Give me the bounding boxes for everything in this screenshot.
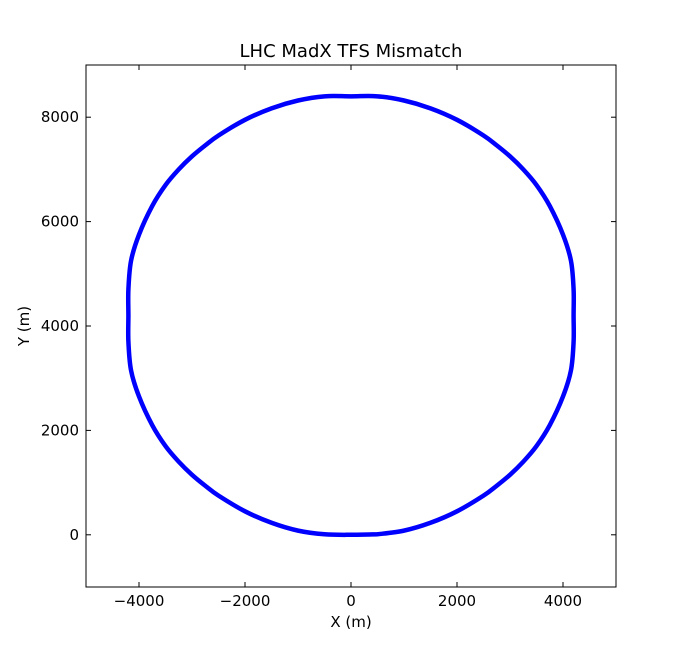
y-tick-label: 2000	[41, 421, 79, 439]
x-tick-label: 0	[346, 592, 356, 610]
series-layer	[125, 93, 577, 538]
y-tick-label: 8000	[41, 108, 79, 126]
y-tick-label: 6000	[41, 213, 79, 231]
y-tick-label: 0	[69, 526, 79, 544]
plot-frame	[85, 64, 617, 588]
plot-area	[86, 65, 616, 587]
x-tick-label: 4000	[544, 592, 582, 610]
x-tick-label: 2000	[438, 592, 476, 610]
y-axis-label: Y (m)	[15, 306, 33, 347]
x-axis-label: X (m)	[330, 613, 371, 631]
x-tick-label: −2000	[220, 592, 271, 610]
ticks-layer: −4000 −2000 0 2000 4000 0 2000 4000 6000 8000	[41, 65, 616, 610]
chart-title: LHC MadX TFS Mismatch	[240, 41, 463, 62]
x-tick-label: −4000	[114, 592, 165, 610]
series-line-0	[125, 93, 577, 538]
y-tick-label: 4000	[41, 317, 79, 335]
